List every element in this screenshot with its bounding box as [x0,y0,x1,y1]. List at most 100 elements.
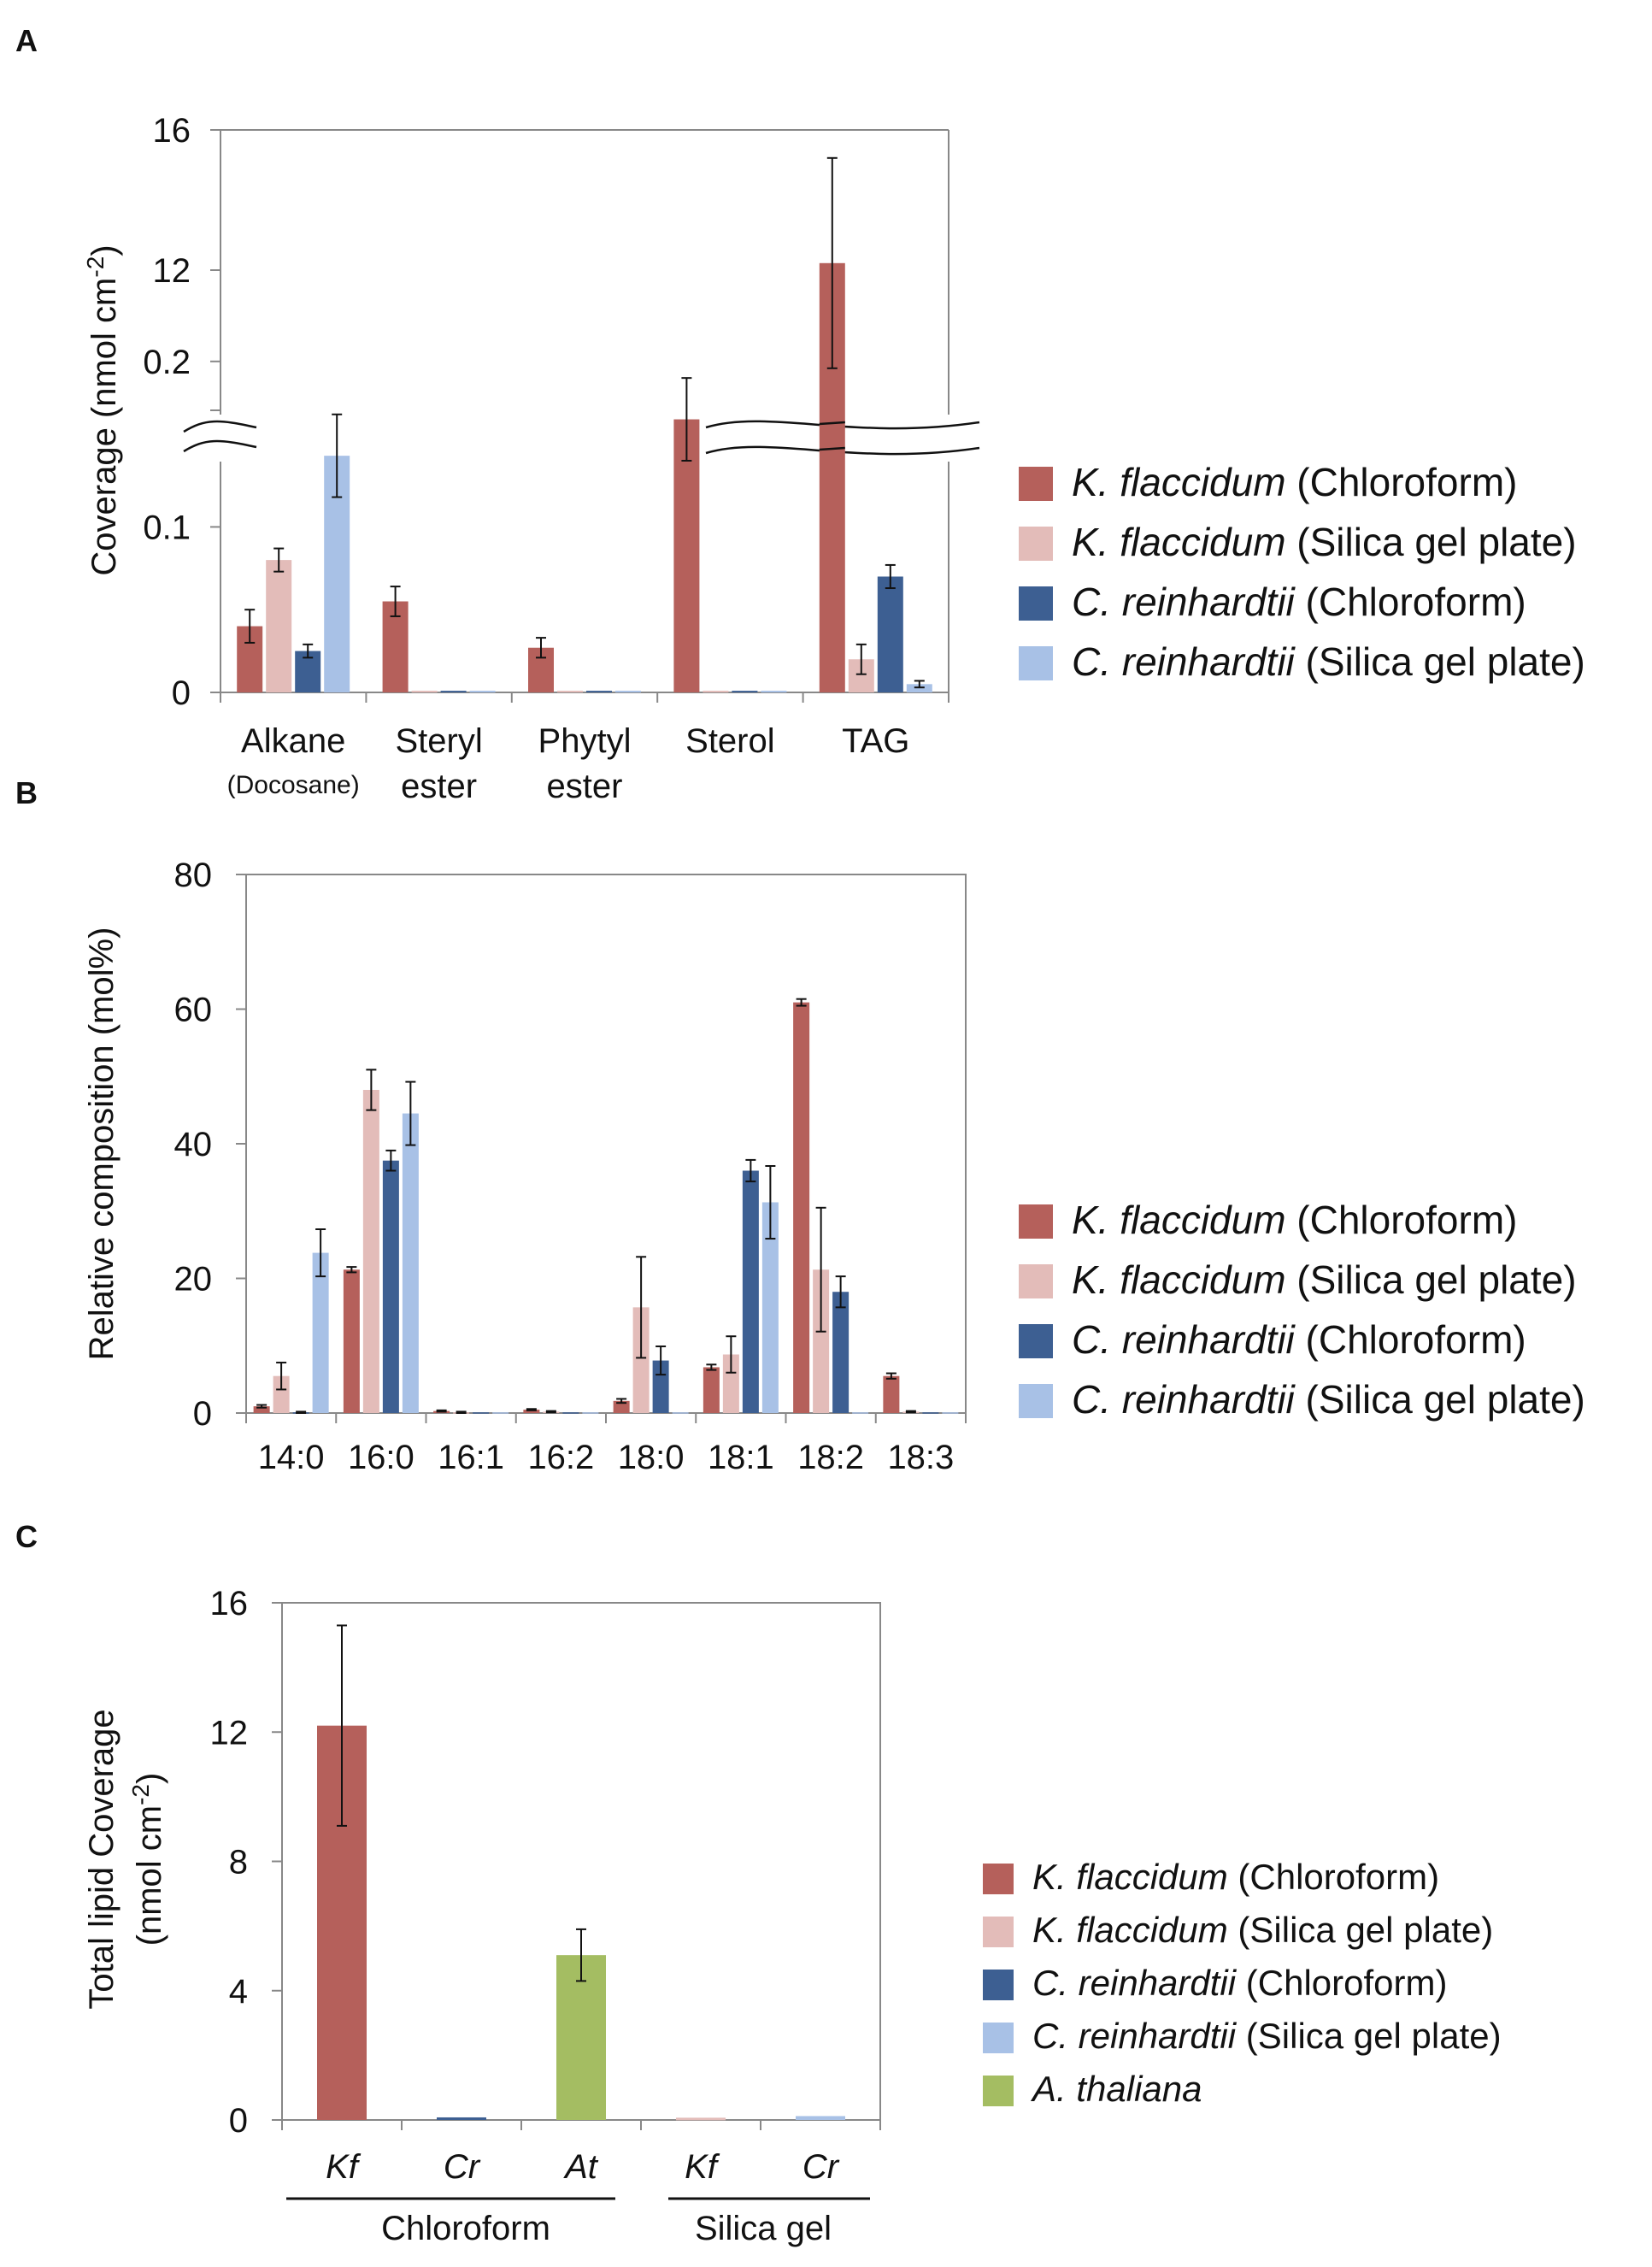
bar-b-5-2 [742,1170,759,1413]
legend-swatch-b-1 [1019,1264,1053,1298]
legend-label-b-3: C. reinhardtii (Silica gel plate) [1072,1377,1585,1422]
y-tick-label: 40 [174,1126,213,1163]
axis-break-over-bar-1 [819,421,845,426]
bar-b-2-3 [492,1412,509,1414]
bar-a-1-2 [440,691,467,693]
bar-a-1-1 [411,691,438,693]
bar-b-4-2 [652,1360,669,1413]
bar-b-6-2 [832,1292,850,1413]
panel-c: C 0 4 8 12 16 Kf Cr At Kf Cr Chloroform Silica gel To… [15,1519,881,2247]
bar-c-1 [437,2117,486,2120]
bar-c-4 [796,2116,845,2120]
category-label: Kf [685,2148,720,2186]
category-label: 16:1 [438,1439,504,1476]
bar-b-1-2 [382,1160,399,1413]
bar-b-5-0 [703,1367,720,1413]
panel-label-a: A [15,23,38,58]
legend-swatch-c-4 [983,2076,1014,2106]
category-label: Cr [802,2148,840,2186]
category-sublabel: (Docosane) [227,771,360,799]
legends: K. flaccidum (Chloroform) K. flaccidum (S… [983,460,1585,2109]
bar-a-3-0 [673,419,700,692]
bar-b-5-3 [761,1202,779,1413]
category-label: 18:3 [887,1439,954,1476]
legend-swatch-a-0 [1019,467,1053,501]
y-axis-title-c-line1: Total lipid Coverage [83,1709,121,2009]
category-label: TAG [842,722,909,760]
category-label: ester [547,768,623,805]
category-label: 18:2 [797,1439,864,1476]
category-label: Steryl [395,722,482,760]
bar-b-6-0 [793,1002,810,1413]
bar-b-7-0 [883,1375,900,1413]
legend-swatch-a-3 [1019,646,1053,680]
category-label: Alkane [241,722,345,760]
bar-a-0-1 [266,560,292,692]
y-tick-label: 4 [229,1973,248,2011]
bar-a-2-2 [586,691,612,693]
bar-c-3 [676,2117,726,2121]
legend-swatch-b-3 [1019,1384,1053,1418]
bar-a-3-3 [761,691,787,693]
legend-label-c-3: C. reinhardtii (Silica gel plate) [1032,2016,1502,2056]
bar-b-1-1 [362,1090,379,1413]
y-axis-title-a: Coverage (nmol cm-2) [82,244,123,575]
legend-swatch-c-2 [983,1970,1014,2000]
bar-a-2-1 [557,691,583,693]
category-label: Cr [444,2148,481,2186]
bar-b-1-3 [402,1113,419,1413]
category-label: 18:1 [708,1439,774,1476]
bar-b-7-2 [922,1412,939,1414]
bar-b-2-2 [473,1412,490,1414]
bar-b-0-1 [273,1375,290,1413]
legend-swatch-c-3 [983,2023,1014,2053]
bar-b-0-3 [312,1252,329,1413]
category-label: Phytyl [538,722,632,760]
axis-break-over-bar-2 [819,446,845,451]
legend-swatch-a-1 [1019,527,1053,561]
category-label: ester [401,768,477,805]
bar-b-3-2 [562,1412,579,1414]
category-label: 14:0 [258,1439,325,1476]
bar-b-6-3 [852,1412,869,1414]
y-tick-label: 0.1 [143,509,191,546]
y-axis-title-b: Relative composition (mol%) [83,927,121,1361]
bar-a-tag-break-fill [819,421,845,456]
bar-b-7-3 [942,1412,959,1414]
bar-a-3-2 [732,691,758,693]
bar-a-1-3 [469,691,496,693]
bar-b-4-1 [632,1307,650,1413]
legend-label-a-0: K. flaccidum (Chloroform) [1072,460,1517,504]
bar-a-2-3 [615,691,641,693]
legend-swatch-b-2 [1019,1324,1053,1358]
legend-label-b-2: C. reinhardtii (Chloroform) [1072,1317,1526,1362]
group-label-silica: Silica gel [695,2210,832,2247]
y-tick-label: 0.2 [143,344,191,381]
legend-label-a-3: C. reinhardtii (Silica gel plate) [1072,639,1585,684]
y-tick-label: 0 [172,674,191,712]
y-tick-label: 20 [174,1261,213,1298]
panel-a: A 0 0.1 0.2 12 16 Alkane (Docosane) Steryl ester P… [15,23,983,805]
panel-label-c: C [15,1519,38,1554]
panel-label-b: B [15,775,38,810]
legend-swatch-c-1 [983,1917,1014,1947]
y-tick-label: 0 [229,2102,248,2140]
y-tick-label: 8 [229,1844,248,1881]
legend-label-a-2: C. reinhardtii (Chloroform) [1072,580,1526,624]
legend-label-c-1: K. flaccidum (Silica gel plate) [1032,1910,1493,1950]
category-label: At [563,2148,599,2186]
bar-b-3-3 [582,1412,599,1414]
category-label: Sterol [685,722,775,760]
bar-b-3-0 [523,1410,540,1413]
bar-c-2 [556,1955,606,2120]
bar-b-0-0 [253,1406,270,1413]
bar-b-1-0 [343,1269,360,1413]
category-label: 18:0 [618,1439,685,1476]
legend-label-c-4: A. thaliana [1030,2069,1202,2109]
legend-label-b-0: K. flaccidum (Chloroform) [1072,1198,1517,1242]
y-tick-label: 0 [193,1395,212,1433]
group-label-chloroform: Chloroform [381,2210,550,2247]
legend-swatch-c-0 [983,1864,1014,1894]
legend-swatch-a-2 [1019,586,1053,621]
